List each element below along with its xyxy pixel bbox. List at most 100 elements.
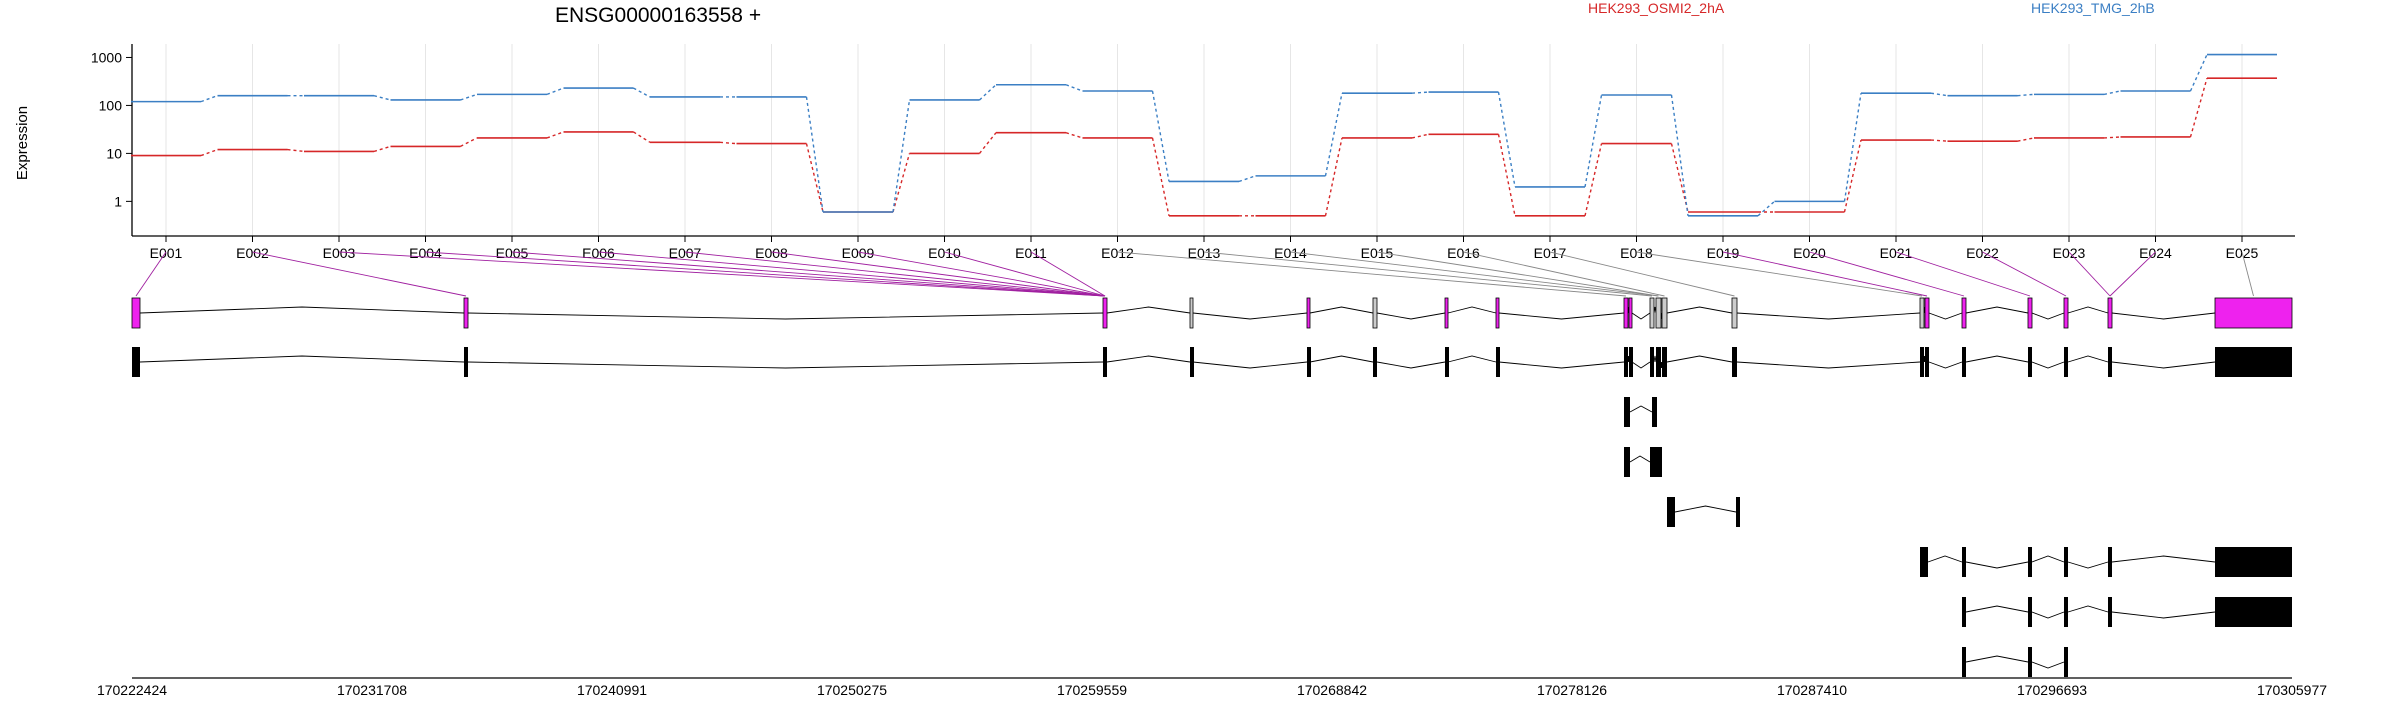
series-0-transition (1843, 139, 1862, 213)
series-0-transition (2103, 136, 2121, 139)
gene-exon (1495, 297, 1500, 329)
transcript-intron (1653, 355, 1657, 363)
gene-exon (1623, 297, 1629, 329)
transcript-intron (139, 355, 465, 363)
series-0-transition (1065, 132, 1083, 139)
transcript-exon (2215, 347, 2292, 377)
gene-exon (1372, 297, 1378, 329)
transcript-intron (2031, 661, 2065, 669)
series-0-transition (1324, 137, 1343, 216)
transcript-exon (1652, 397, 1657, 427)
exon-connector (857, 251, 1106, 297)
transcript-intron (2067, 355, 2109, 363)
x-tick-label: E022 (1966, 245, 1999, 261)
gene-intron (2111, 312, 2216, 320)
exon-connector (1895, 251, 2031, 297)
series-0-transition (978, 132, 997, 154)
transcript-intron (2031, 555, 2065, 563)
x-tick-label: E016 (1447, 245, 1480, 261)
x-tick-label: E006 (582, 245, 615, 261)
exon-connector (2109, 251, 2156, 297)
gene-exon (1731, 297, 1738, 329)
y-tick-label: 10 (106, 145, 122, 161)
gene-exon (2107, 297, 2113, 329)
gene-exon (1655, 297, 1662, 329)
gene-exon (1649, 297, 1655, 329)
gene-exon (2063, 297, 2069, 329)
y-tick-label: 100 (99, 97, 123, 113)
series-1-transition (805, 96, 824, 213)
x-tick-label: E001 (150, 245, 183, 261)
transcript-intron (1923, 355, 1926, 363)
gene-intron (1928, 312, 1963, 320)
series-1-transition (1930, 92, 1948, 97)
exon-connector (1722, 251, 1928, 297)
coordinate-label: 170268842 (1297, 682, 1367, 698)
exon-connector (944, 251, 1106, 297)
series-1-transition (460, 93, 478, 101)
transcript-exon (1629, 347, 1633, 377)
transcript-intron (2111, 555, 2216, 563)
transcript-intron (467, 361, 1104, 369)
transcript-exon (1920, 347, 1924, 377)
x-tick-label: E013 (1188, 245, 1221, 261)
series-0-transition (1151, 137, 1170, 216)
transcript-intron (2111, 361, 2216, 369)
transcript-exon (1962, 347, 1966, 377)
coordinate-label: 170287410 (1777, 682, 1847, 698)
transcript-intron (1927, 555, 1963, 563)
series-0-transition (1930, 139, 1948, 142)
transcript-exon (2108, 547, 2112, 577)
series-0-transition (719, 141, 737, 145)
transcript-exon (1624, 347, 1628, 377)
gene-exon (131, 297, 141, 329)
series-1-transition (892, 99, 911, 213)
series-0-transition (373, 145, 391, 153)
exon-connector (2241, 251, 2254, 297)
coordinate-label: 170296693 (2017, 682, 2087, 698)
series-0-transition (546, 131, 564, 139)
series-0-transition (1411, 133, 1429, 139)
transcript-exon (1962, 647, 1966, 677)
transcript-exon (2064, 647, 2068, 677)
transcript-intron (1309, 355, 1374, 363)
x-tick-label: E012 (1101, 245, 1134, 261)
transcript-intron (2031, 361, 2065, 369)
transcript-intron (1498, 361, 1625, 369)
coordinate-label: 170240991 (577, 682, 647, 698)
transcript-exon (1732, 347, 1737, 377)
y-axis-label: Expression (14, 106, 31, 180)
gene-intron (1192, 312, 1308, 320)
series-1-transition (1065, 84, 1083, 92)
series-1-transition (1843, 93, 1862, 202)
series-1-transition (200, 94, 218, 103)
transcript-exon (1656, 347, 1661, 377)
gene-intron (1631, 312, 1651, 320)
x-tick-label: E014 (1274, 245, 1307, 261)
transcript-exon (1650, 347, 1654, 377)
gene-exon (1661, 297, 1668, 329)
exon-connector (1376, 251, 1659, 297)
exon-connector (338, 251, 1106, 297)
exon-connector (1203, 251, 1653, 297)
gene-intron (467, 312, 1104, 320)
transcript-intron (1629, 405, 1653, 413)
series-1-transition (1670, 94, 1689, 216)
vertical-grid (165, 44, 2243, 236)
transcript-intron (1376, 361, 1446, 369)
gene-exon (1189, 297, 1194, 329)
x-tick-label: E019 (1707, 245, 1740, 261)
gene-exon (1924, 297, 1930, 329)
transcript-intron (1447, 355, 1497, 363)
transcript-exon (1496, 347, 1500, 377)
transcript-exon (1667, 497, 1675, 527)
x-tick-label: E008 (755, 245, 788, 261)
gene-exon (1306, 297, 1311, 329)
transcript-intron (1965, 561, 2029, 569)
x-tick-label: E020 (1793, 245, 1826, 261)
exon-connector (1290, 251, 1659, 297)
coordinate-label: 170278126 (1537, 682, 1607, 698)
series-1-transition (1151, 90, 1170, 182)
transcript-exon (1925, 347, 1929, 377)
gene-intron (2067, 306, 2109, 314)
